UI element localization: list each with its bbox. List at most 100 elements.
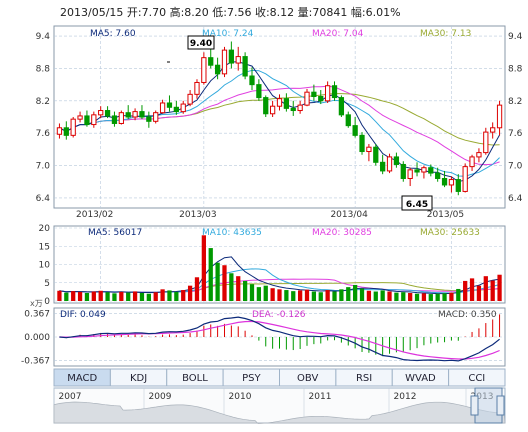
volume-bar [98,290,103,301]
candle [435,167,441,182]
candle [256,79,262,101]
candle-body [153,112,159,122]
candle [352,117,358,138]
volume-bar [456,288,461,301]
tab-kdj[interactable]: KDJ [109,368,168,387]
volume-bar [222,265,227,301]
price-tick-right: 8.2 [508,97,522,107]
volume-bar [442,293,447,301]
candle [386,153,393,174]
volume-unit: x万 [30,299,43,308]
volume-bar [112,293,117,301]
tab-label: RSI [356,373,372,384]
vol-legend-ma10: MA10: 43635 [202,228,262,238]
macd-legend-dif: DIF: 0.049 [60,310,106,320]
tab-label: KDJ [130,373,147,384]
candle-body [235,56,241,64]
candle-body [373,146,379,163]
candle [380,154,386,175]
volume-bar [201,235,206,301]
price-tick-left: 8.2 [36,97,50,107]
candle [249,67,255,91]
candle [448,176,455,193]
volume-bar [249,284,255,301]
candle-body [139,111,145,118]
vol-legend-ma20: MA20: 30285 [312,228,372,238]
tab-label: WVAD [405,373,436,384]
tab-rsi[interactable]: RSI [335,368,393,387]
volume-bar [270,288,275,301]
volume-bar [91,291,96,301]
candle [242,52,248,80]
tab-background [448,368,506,387]
macd-legend-macd: MACD: 0.350 [438,310,497,320]
tab-boll[interactable]: BOLL [166,368,224,387]
tab-label: MACD [67,373,97,384]
navigator-area [53,401,506,424]
candle-body [386,156,393,172]
volume-bar [284,290,289,301]
candle-body [228,49,234,64]
candle [269,100,276,117]
candle [483,127,489,155]
volume-bar [476,285,482,301]
volume-bar [64,292,69,301]
price-tick-right: 9.4 [508,32,523,42]
candle-body [476,152,482,158]
price-tick-right: 6.4 [508,194,523,204]
candle [166,95,173,112]
volume-bar [146,293,151,301]
volume-bar [277,289,282,301]
candle-body [435,172,441,179]
tab-cci[interactable]: CCI [448,368,506,387]
candle [111,111,118,127]
candle-body [276,98,283,107]
volume-bar [160,289,165,301]
volume-bar [208,248,213,301]
candle-body [331,85,338,99]
tab-psy[interactable]: PSY [222,368,280,387]
tab-obv[interactable]: OBV [279,368,337,387]
volume-tick: 15 [39,242,50,252]
navigator-handle-right[interactable] [496,395,505,416]
price-tick-left: 7.0 [36,162,51,172]
navigator-handle-left[interactable] [470,395,479,416]
candle-body [249,75,255,86]
volume-bar [194,277,200,301]
candle [338,95,345,117]
volume-bar [325,290,330,301]
volume-bar [297,290,303,301]
candle [187,90,193,107]
navigator-year: 2011 [309,392,332,402]
tab-wvad[interactable]: WVAD [391,368,450,387]
candle-body [132,111,138,118]
candle-body [345,114,351,127]
candle-body [311,91,317,98]
candle-body [304,91,310,106]
price-tick-left: 9.4 [36,32,51,42]
volume-bar [414,293,420,301]
candle [63,121,69,140]
legend-ma10: MA10: 7.24 [202,29,254,39]
volume-bar [490,280,495,301]
candle [283,93,290,112]
candle-body [214,64,221,75]
volume-bar [332,291,337,301]
vol-ma5-line [59,256,500,295]
tab-macd[interactable]: MACD [53,368,111,387]
candle-body [98,110,104,116]
candle-body [448,179,455,186]
candle [297,100,303,114]
candle [276,94,283,111]
candle-body [118,112,124,124]
volume-bar [497,274,502,301]
candle-body [256,84,262,99]
candle [373,143,379,166]
volume-bar [401,292,406,301]
volume-bar [153,292,158,301]
dif-line [59,316,500,362]
candle-body [187,93,193,105]
candle-body [221,49,228,75]
volume-bar [346,287,351,301]
volume-bar [304,289,310,301]
